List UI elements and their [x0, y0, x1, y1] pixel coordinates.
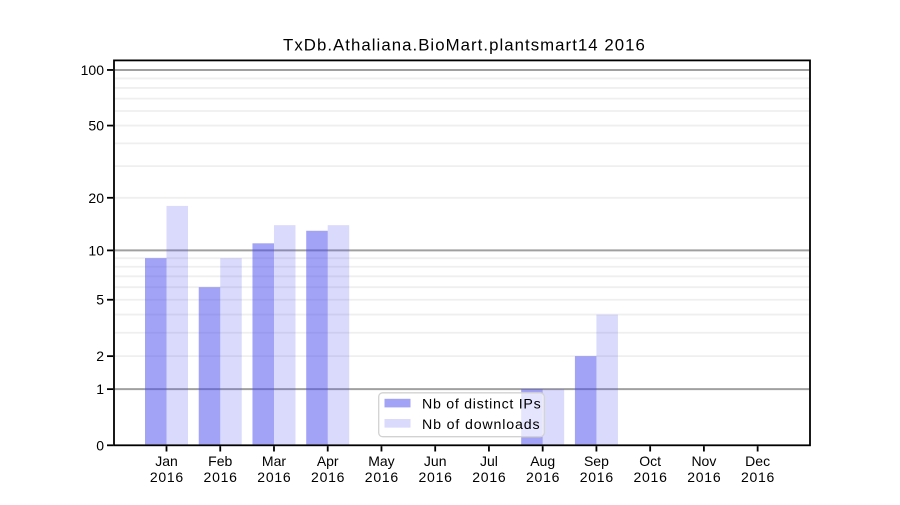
svg-text:2016: 2016 [580, 469, 614, 485]
svg-text:2016: 2016 [365, 469, 399, 485]
svg-text:2: 2 [96, 348, 104, 364]
svg-text:100: 100 [81, 62, 105, 78]
svg-text:2016: 2016 [741, 469, 775, 485]
svg-text:1: 1 [96, 381, 104, 397]
svg-text:2016: 2016 [472, 469, 506, 485]
svg-text:Jun: Jun [424, 453, 447, 469]
svg-text:Oct: Oct [639, 453, 661, 469]
svg-text:2016: 2016 [526, 469, 560, 485]
svg-text:2016: 2016 [311, 469, 345, 485]
svg-text:Sep: Sep [584, 453, 609, 469]
svg-text:2016: 2016 [150, 469, 184, 485]
svg-text:Jan: Jan [155, 453, 178, 469]
svg-text:5: 5 [96, 292, 104, 308]
svg-text:2016: 2016 [687, 469, 721, 485]
svg-text:Nb of downloads: Nb of downloads [422, 417, 540, 433]
svg-text:2016: 2016 [633, 469, 667, 485]
svg-text:Jul: Jul [480, 453, 498, 469]
svg-text:Nb of distinct IPs: Nb of distinct IPs [422, 397, 541, 413]
svg-text:10: 10 [88, 242, 104, 258]
svg-text:Feb: Feb [208, 453, 232, 469]
svg-text:May: May [368, 453, 394, 469]
svg-text:TxDb.Athaliana.BioMart.plantsm: TxDb.Athaliana.BioMart.plantsmart14 2016 [283, 35, 646, 54]
svg-text:Aug: Aug [530, 453, 555, 469]
svg-text:20: 20 [88, 190, 104, 206]
svg-text:Dec: Dec [745, 453, 770, 469]
svg-text:Apr: Apr [317, 453, 339, 469]
svg-text:2016: 2016 [257, 469, 291, 485]
svg-text:Mar: Mar [262, 453, 286, 469]
svg-text:0: 0 [96, 437, 104, 453]
svg-text:2016: 2016 [204, 469, 238, 485]
svg-text:2016: 2016 [419, 469, 453, 485]
svg-text:Nov: Nov [691, 453, 716, 469]
svg-text:50: 50 [88, 118, 104, 134]
